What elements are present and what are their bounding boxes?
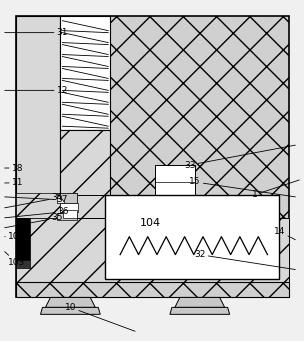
Polygon shape (170, 307, 230, 314)
Bar (16, 218, 289, 282)
Bar (60, 203, 78, 212)
Bar (60, 130, 110, 215)
Polygon shape (175, 297, 225, 307)
Text: 34: 34 (5, 193, 63, 208)
Text: 18: 18 (5, 164, 23, 173)
Text: 32: 32 (194, 250, 295, 269)
Text: 35: 35 (5, 213, 63, 228)
Text: 33: 33 (184, 145, 295, 169)
Bar (60, 16, 110, 130)
Text: 11: 11 (5, 178, 23, 188)
Text: 36: 36 (5, 207, 69, 218)
Bar (16, 193, 60, 218)
Bar (16, 16, 60, 215)
Polygon shape (46, 297, 95, 307)
Text: 10: 10 (65, 303, 135, 331)
Polygon shape (40, 307, 100, 314)
Bar (16, 218, 29, 260)
Text: 1: 1 (252, 180, 299, 199)
Text: 104: 104 (140, 218, 161, 228)
Bar (16, 16, 289, 297)
Text: 103: 103 (5, 252, 25, 267)
Bar (16, 282, 289, 297)
Bar (16, 260, 29, 268)
Text: 14: 14 (274, 227, 295, 240)
Text: 37: 37 (5, 195, 68, 204)
Text: 31: 31 (5, 28, 68, 37)
Bar (57, 193, 77, 203)
Bar (64, 210, 77, 218)
Bar (105, 195, 279, 280)
Bar (60, 195, 170, 218)
Text: 12: 12 (5, 86, 68, 95)
Bar (155, 165, 195, 200)
Text: 15: 15 (189, 177, 295, 197)
Text: 108: 108 (5, 232, 25, 241)
Polygon shape (57, 193, 77, 203)
Bar (57, 213, 77, 220)
